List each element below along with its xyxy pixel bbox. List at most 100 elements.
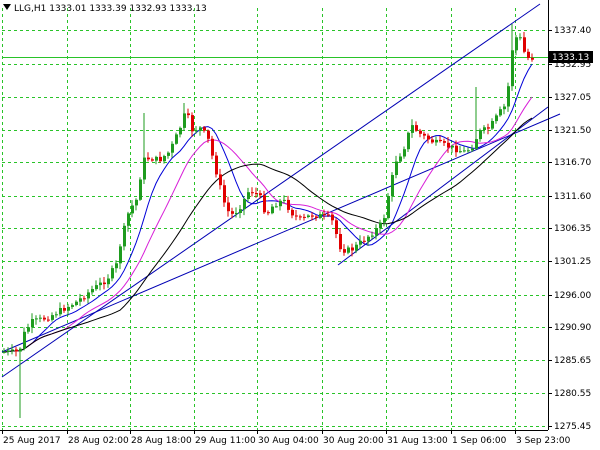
time-tick-label: 3 Sep 23:00 xyxy=(516,436,571,446)
candle-body-bearish xyxy=(147,157,150,160)
time-tick-label: 28 Aug 02:00 xyxy=(68,436,129,446)
channel-upper-line xyxy=(1,3,541,378)
candle-body-bearish xyxy=(447,142,450,148)
moving-average-fast-line xyxy=(3,63,533,353)
candle-body-bullish xyxy=(11,349,14,351)
moving-average-mid-line xyxy=(3,96,533,353)
candle-body-bullish xyxy=(483,127,486,130)
candle-body-bullish xyxy=(383,218,386,223)
candle-body-bullish xyxy=(479,130,482,140)
candle-body-bullish xyxy=(19,348,22,352)
time-tick-label: 31 Aug 13:00 xyxy=(387,436,448,446)
candle-body-bullish xyxy=(3,351,6,353)
candle-body-bearish xyxy=(295,215,298,217)
price-tick-label: 1321.50 xyxy=(554,126,591,136)
candle-body-bullish xyxy=(7,350,10,352)
candle-body-bullish xyxy=(131,205,134,214)
candle-body-bullish xyxy=(51,315,54,320)
candles xyxy=(3,24,534,418)
candle-body-bullish xyxy=(347,247,350,253)
candle-body-bearish xyxy=(415,125,418,131)
candle-body-bullish xyxy=(359,240,362,245)
candle-body-bullish xyxy=(239,209,242,213)
candle-body-bullish xyxy=(387,196,390,219)
time-tick-label: 28 Aug 18:00 xyxy=(131,436,192,446)
candle-body-bullish xyxy=(407,132,410,150)
candle-body-bullish xyxy=(195,130,198,132)
symbol-label: LLG,H1 xyxy=(14,4,47,14)
candle-body-bearish xyxy=(263,195,266,213)
candle-body-bullish xyxy=(271,206,274,214)
time-tick-label: 1 Sep 06:00 xyxy=(452,436,507,446)
time-tick-label: 30 Aug 04:00 xyxy=(258,436,319,446)
channel-mid-line xyxy=(1,113,561,353)
dropdown-triangle-icon[interactable] xyxy=(3,4,11,10)
candle-body-bearish xyxy=(291,209,294,216)
candle-body-bearish xyxy=(63,308,66,311)
time-tick-label: 29 Aug 11:00 xyxy=(195,436,256,446)
candle-body-bullish xyxy=(471,148,474,151)
candle-body-bullish xyxy=(307,215,310,217)
candle-body-bullish xyxy=(171,143,174,153)
price-tick-label: 1332.95 xyxy=(554,60,591,70)
price-tick-label: 1327.05 xyxy=(554,93,591,103)
candle-body-bearish xyxy=(211,138,214,156)
candle-body-bullish xyxy=(355,244,358,251)
candle-body-bullish xyxy=(31,319,34,328)
candle-body-bullish xyxy=(55,314,58,316)
candle-body-bullish xyxy=(275,206,278,208)
price-tick-label: 1285.65 xyxy=(554,356,591,366)
price-tick-label: 1311.60 xyxy=(554,192,591,202)
price-tick-label: 1280.55 xyxy=(554,389,591,399)
candle-body-bearish xyxy=(203,127,206,131)
candle-body-bearish xyxy=(47,319,50,321)
candle-body-bearish xyxy=(207,130,210,139)
candle-body-bullish xyxy=(403,149,406,157)
candle-body-bullish xyxy=(91,289,94,293)
price-tick-label: 1301.25 xyxy=(554,257,591,267)
candle-body-bullish xyxy=(503,106,506,110)
axes: 1337.40 1332.95 1327.05 1321.50 1316.70 1311.… xyxy=(0,0,591,446)
candle-body-bullish xyxy=(123,225,126,247)
candle-body-bullish xyxy=(143,157,146,180)
candle-body-bearish xyxy=(527,51,530,58)
price-tick-label: 1316.70 xyxy=(554,158,591,168)
candle-body-bullish xyxy=(179,127,182,135)
candle-body-bearish xyxy=(215,155,218,175)
candle-body-bullish xyxy=(491,121,494,129)
candle-body-bearish xyxy=(83,298,86,300)
candle-body-bearish xyxy=(231,211,234,214)
candle-body-bullish xyxy=(35,318,38,320)
candle-body-bullish xyxy=(71,305,74,307)
candle-body-bullish xyxy=(167,152,170,156)
candle-body-bearish xyxy=(443,141,446,143)
candle-body-bullish xyxy=(467,150,470,152)
candle-body-bearish xyxy=(287,199,290,210)
candle-body-bullish xyxy=(199,127,202,131)
candle-body-bullish xyxy=(183,113,186,128)
candle-body-bearish xyxy=(223,185,226,203)
candle-body-bullish xyxy=(451,145,454,148)
candle-body-bullish xyxy=(319,214,322,218)
candle-body-bearish xyxy=(255,193,258,194)
grid xyxy=(2,8,548,430)
candle-body-bearish xyxy=(423,133,426,136)
candle-body-bullish xyxy=(115,263,118,269)
candle-body-bearish xyxy=(335,220,338,234)
candle-body-bullish xyxy=(511,50,514,87)
price-tick-label: 1290.90 xyxy=(554,323,591,333)
candle-body-bearish xyxy=(151,159,154,161)
candle-body-bullish xyxy=(87,292,90,299)
candle-body-bearish xyxy=(327,214,330,216)
candle-body-bullish xyxy=(95,285,98,290)
candle-body-bearish xyxy=(419,130,422,134)
candle-body-bullish xyxy=(371,235,374,237)
candle-body-bearish xyxy=(251,192,254,194)
candle-body-bullish xyxy=(475,139,478,149)
candle-body-bearish xyxy=(219,174,222,186)
candle-body-bearish xyxy=(303,216,306,218)
moving-average-slow-line xyxy=(3,117,533,353)
candle-body-bullish xyxy=(247,192,250,199)
